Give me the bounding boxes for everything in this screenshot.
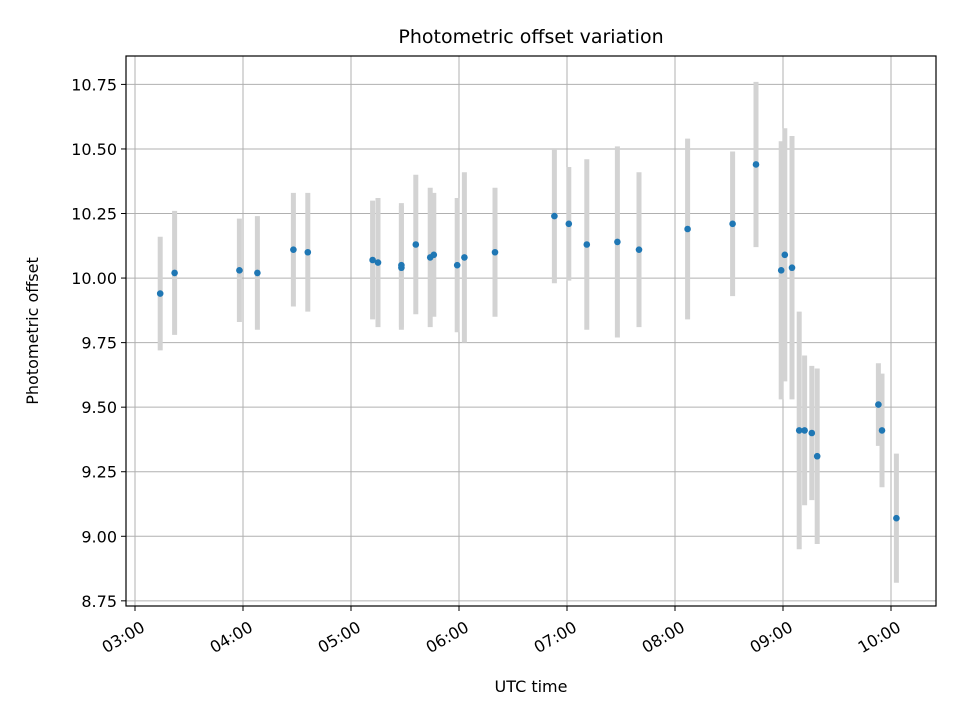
data-point [777,267,785,274]
y-tick-label: 10.00 [71,269,117,288]
y-tick-label: 8.75 [81,592,117,611]
data-point [236,267,243,274]
data-point [565,220,573,228]
data-point [781,251,789,259]
data-point [304,248,312,256]
data-point [752,161,760,168]
chart-title: Photometric offset variation [398,26,663,48]
data-point [171,269,178,277]
x-axis-label: UTC time [495,677,568,696]
data-point [875,401,882,408]
data-point [878,427,886,434]
data-point [461,254,468,261]
data-point [491,248,499,256]
data-point [290,246,297,253]
y-tick-label: 10.25 [71,205,117,224]
plot-frame [125,55,937,607]
data-point [614,238,621,246]
y-tick-label: 9.75 [81,334,117,353]
y-tick-label: 10.75 [71,75,117,94]
data-point [369,256,376,264]
data-point [788,264,796,272]
data-point [635,246,643,253]
y-axis: 8.75 9.00 9.25 9.50 9.75 10.00 10.25 10.50 10.75 [71,75,126,611]
data-point [729,220,736,228]
data-point [808,429,816,437]
data-point [795,427,803,434]
data-point [893,514,900,522]
data-point [583,241,591,248]
data-point [684,225,691,233]
y-tick-label: 10.50 [71,140,117,159]
y-tick-label: 9.00 [81,527,117,546]
data-point [374,259,382,266]
data-point [801,427,808,434]
data-points [156,161,900,522]
data-point [813,452,821,460]
data-point [430,251,438,259]
data-point [254,269,261,277]
data-point [551,212,558,220]
data-point [398,261,405,269]
data-point [412,241,420,248]
data-point [453,261,461,269]
y-axis-label: Photometric offset [23,257,42,405]
data-point [156,290,164,297]
y-tick-label: 9.50 [81,398,117,417]
y-tick-label: 9.25 [81,463,117,482]
